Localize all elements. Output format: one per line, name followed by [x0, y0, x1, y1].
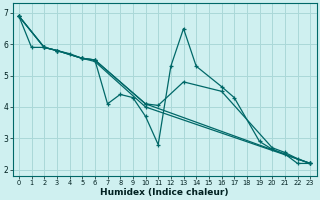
X-axis label: Humidex (Indice chaleur): Humidex (Indice chaleur): [100, 188, 229, 197]
